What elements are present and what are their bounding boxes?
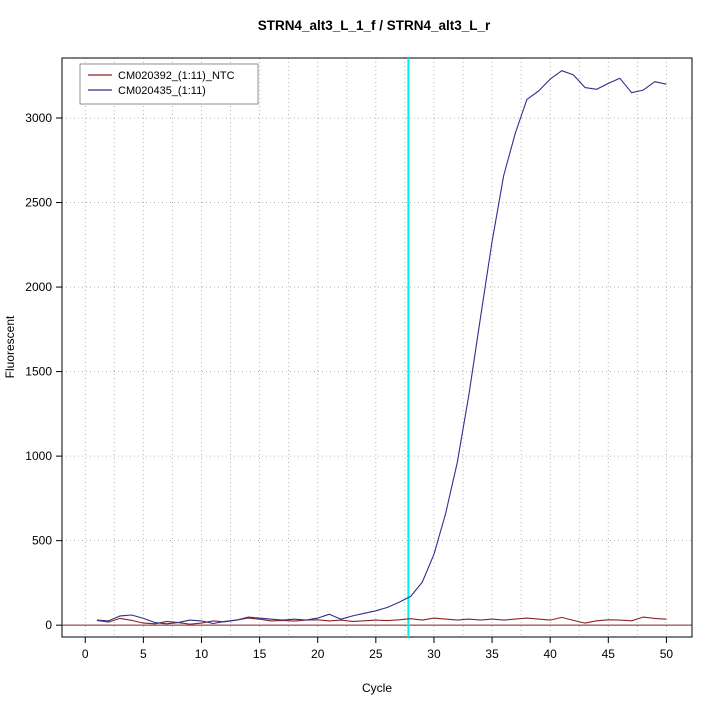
series-line-0 (96, 616, 667, 625)
y-tick-label: 1500 (25, 365, 52, 379)
x-tick-label: 0 (82, 647, 89, 661)
y-tick-label: 500 (32, 534, 52, 548)
chart-title: STRN4_alt3_L_1_f / STRN4_alt3_L_r (258, 18, 491, 33)
reference-lines (62, 58, 692, 637)
x-tick-label: 45 (602, 647, 616, 661)
legend-label-0: CM020392_(1:11)_NTC (118, 70, 235, 82)
legend-label-1: CM020435_(1:11) (118, 85, 206, 97)
x-tick-label: 30 (427, 647, 441, 661)
x-tick-label: 5 (140, 647, 147, 661)
series-lines (96, 70, 667, 625)
y-axis-label: Fluorescent (3, 315, 17, 378)
x-tick-label: 25 (369, 647, 383, 661)
x-tick-label: 50 (660, 647, 674, 661)
legend-box (79, 63, 259, 105)
y-tick-label: 0 (45, 618, 52, 632)
y-tick-label: 3000 (25, 111, 52, 125)
legend: CM020392_(1:11)_NTC CM020435_(1:11) (79, 63, 259, 105)
axis-ticks: 0 5 10 15 20 25 30 35 40 45 5005001000150020002500… (25, 111, 673, 661)
x-tick-label: 20 (311, 647, 325, 661)
x-axis-label: Cycle (362, 681, 392, 695)
plot-area-border (61, 57, 693, 638)
y-tick-label: 2000 (25, 280, 52, 294)
x-tick-label: 15 (253, 647, 267, 661)
x-tick-label: 35 (485, 647, 499, 661)
gridlines (62, 58, 692, 637)
x-tick-label: 10 (195, 647, 209, 661)
x-tick-label: 40 (544, 647, 558, 661)
series-line-1 (96, 70, 667, 625)
y-tick-label: 1000 (25, 449, 52, 463)
y-tick-label: 2500 (25, 196, 52, 210)
